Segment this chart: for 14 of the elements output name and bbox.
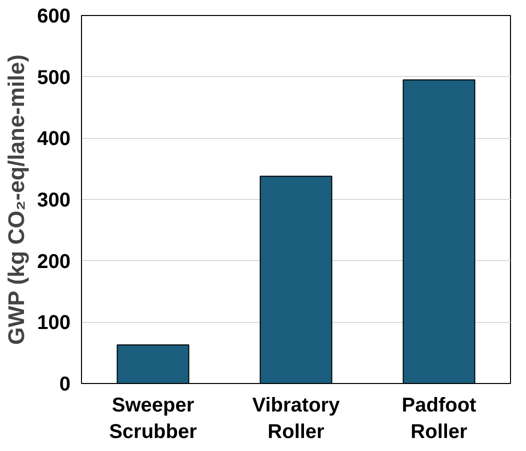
x-tick-label: Padfoot Roller	[402, 394, 477, 443]
bar	[116, 344, 190, 384]
y-tick-label: 300	[37, 190, 71, 212]
x-tick-label: Sweeper Scrubber	[109, 394, 198, 443]
y-tick-label: 0	[59, 374, 70, 396]
bar	[260, 176, 332, 384]
bar	[402, 79, 476, 384]
y-tick-label: 500	[37, 66, 71, 89]
x-tick-label: Vibratory Roller	[252, 394, 341, 443]
y-tick-label: 600	[37, 6, 71, 28]
y-tick-label: 100	[37, 312, 71, 334]
y-axis-title: GWP (kg CO₂-eq/lane-mile)	[3, 54, 30, 345]
y-tick-label: 200	[37, 250, 71, 273]
y-tick-label: 400	[37, 128, 71, 150]
